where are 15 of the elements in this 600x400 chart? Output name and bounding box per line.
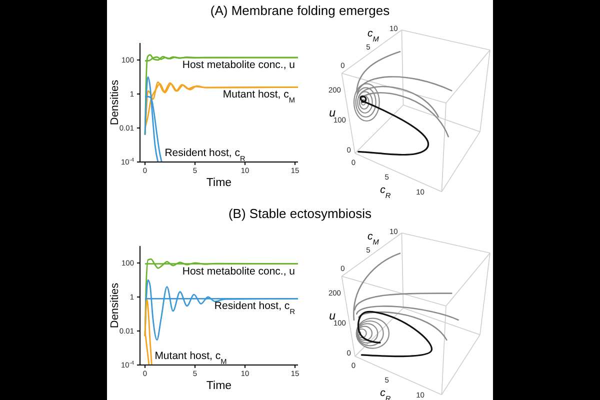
chart-title: (B) Stable ectosymbiosis (227, 206, 373, 221)
series-label: Resident host, c$_{R}$ (164, 147, 246, 162)
x-axis-title: Time (206, 380, 232, 392)
series-label: Resident host, c$_{R}$ (214, 300, 295, 316)
series-label: Host metabolite conc., u (182, 265, 296, 278)
series-label: Mutant host, c$_{M}$ (222, 88, 295, 104)
x-axis-title: Time (206, 177, 232, 189)
text: c$_{M}$ (368, 230, 380, 246)
text: c$_{R}$ (380, 184, 392, 200)
text: c$_{M}$ (368, 28, 380, 44)
y-axis-title: Densities (109, 79, 121, 126)
chart-title: (A) Membrane folding emerges (209, 3, 391, 18)
y-axis-title: Densities (109, 282, 121, 328)
series-label: Host metabolite conc., u (182, 59, 296, 72)
series-label: Mutant host, c$_{M}$ (154, 350, 227, 366)
